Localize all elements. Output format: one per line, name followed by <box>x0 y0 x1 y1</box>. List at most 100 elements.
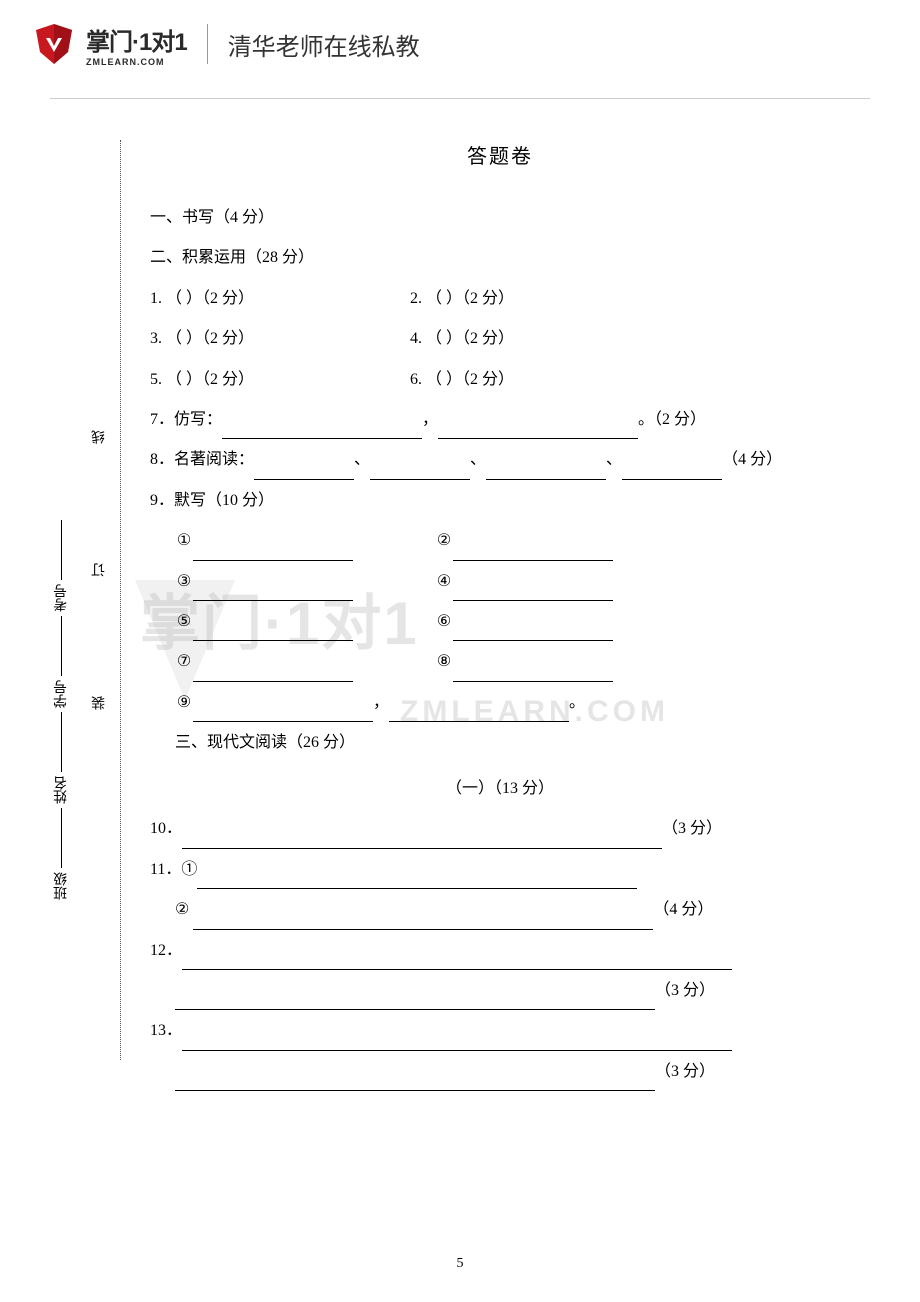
c3: ③ <box>175 563 193 601</box>
q12-blank1 <box>182 950 732 970</box>
row-q1-q2: 1. （ ）（2 分） 2. （ ）（2 分） <box>150 280 850 318</box>
q11-2-prefix: ② <box>175 901 189 918</box>
c9: ⑨ <box>175 684 193 722</box>
q7-prefix: 7．仿写： <box>150 411 222 428</box>
c3-blank <box>193 581 353 601</box>
c8-cell: ⑧ <box>435 643 850 681</box>
q8-blank2 <box>370 460 470 480</box>
q13-suffix: （3 分） <box>655 1063 715 1080</box>
q11-blank1 <box>197 869 637 889</box>
row-q3-q4: 3. （ ）（2 分） 4. （ ）（2 分） <box>150 320 850 358</box>
header-divider <box>207 24 208 64</box>
c2: ② <box>435 522 453 560</box>
q10-blank <box>182 829 662 849</box>
q8: 8．名著阅读：、、、（4 分） <box>150 441 850 479</box>
logo-shield-icon <box>30 20 78 68</box>
comma2: ， <box>373 694 389 711</box>
c7: ⑦ <box>175 643 193 681</box>
q13-2: （3 分） <box>150 1053 850 1091</box>
dun3: 、 <box>606 451 622 468</box>
q3: 3. （ ）（2 分） <box>150 320 410 358</box>
c9-blank1 <box>193 702 373 722</box>
page-number: 5 <box>0 1256 920 1272</box>
binding-labels-column: 装 订 线 <box>90 370 110 770</box>
c8-blank <box>453 662 613 682</box>
page-header: 掌门·1对1 ZMLEARN.COM 清华老师在线私教 <box>30 20 420 68</box>
c3-cell: ③ <box>175 563 435 601</box>
q8-suffix: （4 分） <box>722 451 782 468</box>
q12-suffix: （3 分） <box>655 982 715 999</box>
q12-2: （3 分） <box>150 972 850 1010</box>
q7-suffix: 。（2 分） <box>638 411 706 428</box>
q1: 1. （ ）（2 分） <box>150 280 410 318</box>
q7-blank1 <box>222 419 422 439</box>
q10: 10． （3 分） <box>150 810 850 848</box>
c2-blank <box>453 541 613 561</box>
c2-cell: ② <box>435 522 850 560</box>
section-1-heading: 一、书写（4 分） <box>150 199 850 237</box>
q13-blank2 <box>175 1071 655 1091</box>
comma: ， <box>422 411 438 428</box>
binding-dotted-line <box>120 140 121 1060</box>
row-c9: ⑨ ， 。 <box>150 684 850 722</box>
q9-heading: 9．默写（10 分） <box>150 482 850 520</box>
logo-section: 掌门·1对1 ZMLEARN.COM <box>30 20 187 68</box>
q8-blank1 <box>254 460 354 480</box>
dun2: 、 <box>470 451 486 468</box>
q13-blank1 <box>182 1031 732 1051</box>
c4-blank <box>453 581 613 601</box>
margin-label-banji: 班级 <box>52 804 72 900</box>
q11-blank2 <box>193 910 653 930</box>
q11-suffix: （4 分） <box>653 901 713 918</box>
c1: ① <box>175 522 193 560</box>
row-c3-c4: ③ ④ <box>150 563 850 601</box>
c1-blank <box>193 541 353 561</box>
q6: 6. （ ）（2 分） <box>410 361 850 399</box>
q4: 4. （ ）（2 分） <box>410 320 850 358</box>
margin-label-xingming: 姓名 <box>52 708 72 804</box>
brand-url: ZMLEARN.COM <box>86 57 187 67</box>
section-2-heading: 二、积累运用（28 分） <box>150 239 850 277</box>
q10-suffix: （3 分） <box>662 820 722 837</box>
brand-name: 掌门·1对1 <box>86 22 187 57</box>
c6-cell: ⑥ <box>435 603 850 641</box>
period: 。 <box>569 694 585 711</box>
margin-label-xuehao: 学号 <box>52 612 72 708</box>
q7: 7．仿写： ， 。（2 分） <box>150 401 850 439</box>
label-examid: 考号 <box>52 584 72 612</box>
section-3-sub: （一）（13 分） <box>150 774 850 798</box>
sheet-title: 答题卷 <box>150 140 850 169</box>
binding-xian: 线 <box>90 430 110 444</box>
row-c7-c8: ⑦ ⑧ <box>150 643 850 681</box>
c7-cell: ⑦ <box>175 643 435 681</box>
margin-label-kaohao: 考号 <box>52 516 72 612</box>
q12-blank2 <box>175 990 655 1010</box>
c5-blank <box>193 621 353 641</box>
q2: 2. （ ）（2 分） <box>410 280 850 318</box>
c9-blank2 <box>389 702 569 722</box>
c7-blank <box>193 662 353 682</box>
row-c5-c6: ⑤ ⑥ <box>150 603 850 641</box>
answer-sheet-content: 答题卷 一、书写（4 分） 二、积累运用（28 分） 1. （ ）（2 分） 2… <box>150 140 850 1093</box>
q11-prefix: 11．① <box>150 861 197 878</box>
c6: ⑥ <box>435 603 453 641</box>
section-3-heading: 三、现代文阅读（26 分） <box>150 724 850 762</box>
c4-cell: ④ <box>435 563 850 601</box>
c5: ⑤ <box>175 603 193 641</box>
margin-labels-column: 班级 姓名 学号 考号 <box>52 270 72 900</box>
c4: ④ <box>435 563 453 601</box>
logo-text: 掌门·1对1 ZMLEARN.COM <box>86 22 187 67</box>
q5: 5. （ ）（2 分） <box>150 361 410 399</box>
q11-1: 11．① <box>150 851 850 889</box>
q8-blank3 <box>486 460 606 480</box>
q13-prefix: 13． <box>150 1022 182 1039</box>
binding-zhuang: 装 <box>90 696 110 710</box>
tagline: 清华老师在线私教 <box>228 27 420 62</box>
c5-cell: ⑤ <box>175 603 435 641</box>
c6-blank <box>453 621 613 641</box>
row-c1-c2: ① ② <box>150 522 850 560</box>
q10-prefix: 10． <box>150 820 182 837</box>
label-studentid: 学号 <box>52 680 72 708</box>
q12-prefix: 12． <box>150 942 182 959</box>
binding-ding: 订 <box>90 563 110 577</box>
